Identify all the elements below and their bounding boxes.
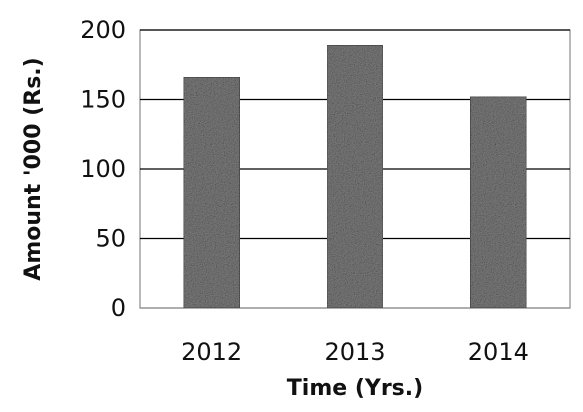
x-tick-label-2012: 2012 (181, 338, 242, 366)
y-axis-title: Amount '000 (Rs.) (21, 57, 46, 280)
x-tick-label-2013: 2013 (324, 338, 385, 366)
bar-2014 (469, 96, 527, 309)
y-tick-label-50: 50 (95, 225, 126, 253)
x-axis-title: Time (Yrs.) (287, 376, 423, 401)
y-tick-label-200: 200 (80, 16, 126, 44)
bar-2012 (183, 76, 241, 309)
y-axis-ticks: 0 50 100 150 200 (80, 16, 126, 322)
y-tick-label-150: 150 (80, 86, 126, 114)
y-tick-label-100: 100 (80, 155, 126, 183)
x-axis-ticks: 2012 2013 2014 (181, 338, 529, 366)
x-tick-label-2014: 2014 (468, 338, 529, 366)
bars (183, 44, 527, 309)
bar-2013 (326, 44, 384, 309)
y-tick-label-0: 0 (111, 294, 126, 322)
